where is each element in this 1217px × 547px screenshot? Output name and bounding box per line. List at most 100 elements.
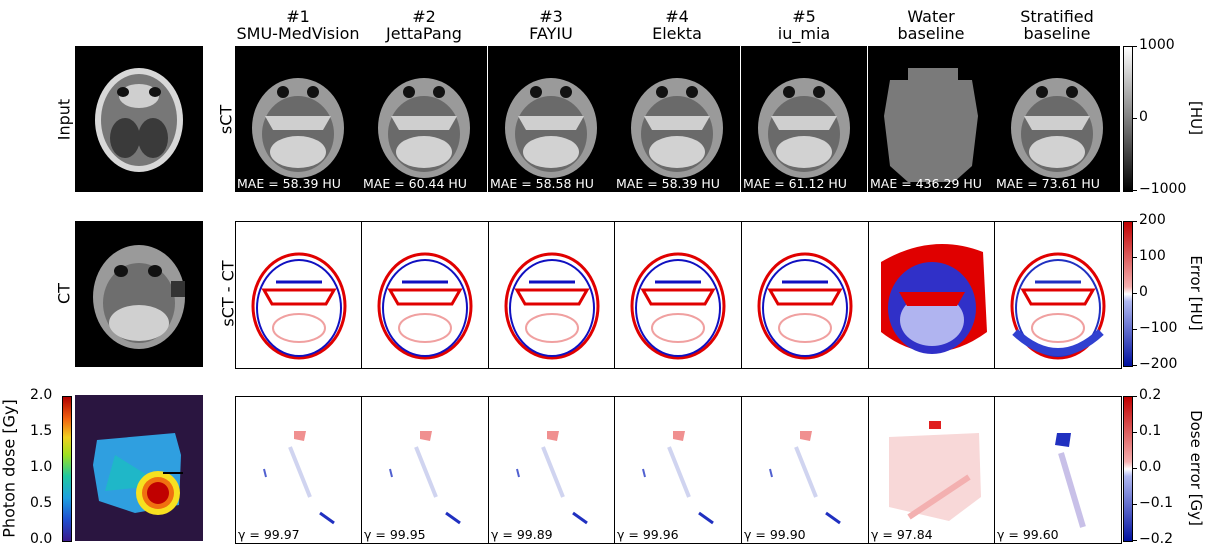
column-rank: #3	[539, 7, 563, 26]
colorbar-tick-label: 0.2	[1139, 387, 1162, 403]
dose-tick-label: 1.0	[30, 459, 53, 475]
colorbar-tick	[1133, 396, 1137, 397]
mae-label: MAE = 58.39 HU	[616, 176, 720, 191]
column-rank: Stratified	[1020, 7, 1094, 26]
mae-label: MAE = 73.61 HU	[996, 176, 1100, 191]
colorbar-label: [HU]	[1187, 101, 1205, 135]
colorbar-tick	[1133, 365, 1137, 366]
gamma-label: γ = 97.84	[871, 527, 933, 542]
column-header: Stratified baseline	[994, 8, 1120, 42]
photon-dose-colorbar	[62, 396, 72, 542]
colorbar-tick-label: −0.2	[1139, 531, 1173, 547]
sct-panel: MAE = 60.44 HU	[361, 46, 487, 192]
sct-panel: MAE = 73.61 HU	[994, 46, 1120, 192]
photon-dose-label: Photon dose [Gy]	[0, 399, 19, 538]
dose-error-panel: γ = 99.95	[361, 396, 488, 544]
mae-label: MAE = 60.44 HU	[363, 176, 467, 191]
colorbar-tick-label: 0.0	[1139, 459, 1162, 475]
dose-tick-label: 0.0	[30, 531, 53, 547]
mae-label: MAE = 61.12 HU	[743, 176, 847, 191]
colorbar-tick-label: 0	[1139, 109, 1148, 125]
input-row-label: Input	[54, 98, 74, 141]
column-name: SMU-MedVision	[236, 24, 360, 43]
colorbar-tick-label: −200	[1139, 356, 1178, 372]
input-image	[75, 46, 203, 192]
colorbar-tick-label: 0	[1139, 284, 1148, 300]
error-panel	[868, 221, 995, 369]
column-header: #5 iu_mia	[741, 8, 867, 42]
dose-error-colorbar	[1123, 396, 1133, 542]
dose-tick-label: 2.0	[30, 387, 53, 403]
sct-panel: MAE = 58.58 HU	[488, 46, 614, 192]
gamma-label: γ = 99.90	[744, 527, 806, 542]
dose-map-image	[75, 395, 203, 541]
sct-row-label: sCT	[216, 104, 236, 135]
colorbar-tick	[1133, 257, 1137, 258]
dose-error-panel: γ = 99.89	[488, 396, 615, 544]
column-rank: Water	[907, 7, 955, 26]
colorbar-tick	[1133, 221, 1137, 222]
dose-error-panel: γ = 97.84	[868, 396, 995, 544]
dose-error-panel: γ = 99.96	[614, 396, 741, 544]
hu-colorbar	[1123, 46, 1133, 192]
column-rank: #2	[412, 7, 436, 26]
column-name: baseline	[897, 24, 965, 43]
column-header: #4 Elekta	[614, 8, 740, 42]
column-name: baseline	[1023, 24, 1091, 43]
colorbar-tick	[1133, 540, 1137, 541]
column-rank: #1	[286, 7, 310, 26]
mae-label: MAE = 58.58 HU	[490, 176, 594, 191]
ct-image	[75, 221, 203, 367]
colorbar-tick	[1133, 329, 1137, 330]
sct-panel: MAE = 436.29 HU	[868, 46, 994, 192]
colorbar-tick-label: −1000	[1139, 181, 1187, 197]
dose-tick-label: 1.5	[30, 423, 53, 439]
colorbar-tick-label: −0.1	[1139, 495, 1173, 511]
gamma-label: γ = 99.97	[238, 527, 300, 542]
sct-panel: MAE = 58.39 HU	[614, 46, 740, 192]
dose-error-panel: γ = 99.90	[741, 396, 868, 544]
column-rank: #5	[792, 7, 816, 26]
colorbar-tick	[1133, 46, 1137, 47]
error-panel	[741, 221, 868, 369]
colorbar-tick-label: 1000	[1139, 37, 1175, 53]
colorbar-tick	[1133, 190, 1137, 191]
error-panel	[614, 221, 741, 369]
column-rank: #4	[665, 7, 689, 26]
column-header: Water baseline	[868, 8, 994, 42]
column-header: #3 FAYIU	[488, 8, 614, 42]
ct-row-label: CT	[54, 283, 74, 304]
colorbar-tick	[1133, 504, 1137, 505]
error-panel	[994, 221, 1122, 369]
error-colorbar	[1123, 221, 1133, 367]
colorbar-tick-label: 200	[1139, 212, 1166, 228]
column-name: iu_mia	[777, 24, 831, 43]
colorbar-label: Error [HU]	[1187, 255, 1205, 331]
colorbar-tick	[1133, 432, 1137, 433]
error-panel	[488, 221, 615, 369]
column-name: Elekta	[652, 24, 702, 43]
colorbar-tick	[1133, 293, 1137, 294]
column-name: JettaPang	[386, 24, 462, 43]
gamma-label: γ = 99.89	[491, 527, 553, 542]
colorbar-tick-label: 0.1	[1139, 423, 1162, 439]
error-panel	[235, 221, 362, 369]
error-panel	[361, 221, 488, 369]
input-mri-head	[95, 68, 183, 172]
gamma-label: γ = 99.96	[617, 527, 679, 542]
colorbar-tick-label: 100	[1139, 248, 1166, 264]
dose-error-panel: γ = 99.97	[235, 396, 362, 544]
mae-label: MAE = 58.39 HU	[237, 176, 341, 191]
colorbar-tick-label: −100	[1139, 320, 1178, 336]
sct-panel: MAE = 61.12 HU	[741, 46, 867, 192]
dose-tick-label: 0.5	[30, 495, 53, 511]
column-header: #2 JettaPang	[361, 8, 487, 42]
mae-label: MAE = 436.29 HU	[870, 176, 982, 191]
colorbar-tick	[1133, 118, 1137, 119]
column-name: FAYIU	[529, 24, 573, 43]
dose-error-panel: γ = 99.60	[994, 396, 1122, 544]
gamma-label: γ = 99.60	[997, 527, 1059, 542]
gamma-label: γ = 99.95	[364, 527, 426, 542]
sct-panel: MAE = 58.39 HU	[235, 46, 361, 192]
column-header: #1 SMU-MedVision	[235, 8, 361, 42]
